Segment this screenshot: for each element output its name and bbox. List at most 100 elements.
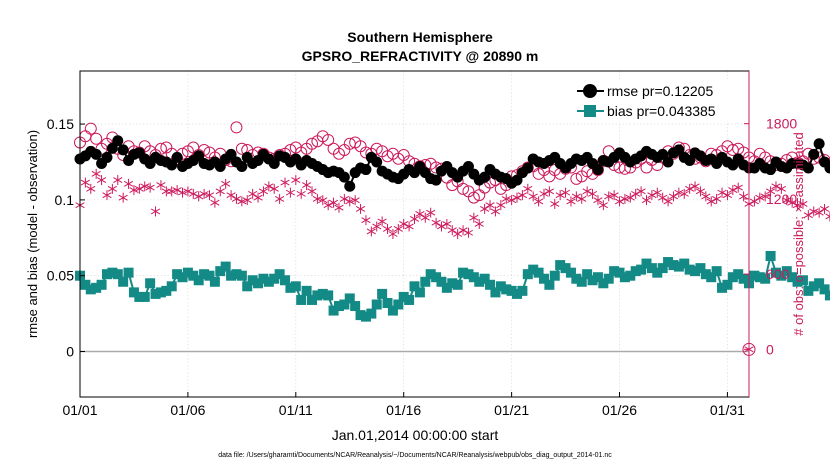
asterisk-stroke xyxy=(625,194,635,201)
bias-point xyxy=(387,305,398,316)
bias-point xyxy=(274,269,285,280)
bias-point xyxy=(684,264,695,275)
asterisk-stroke xyxy=(307,188,317,195)
asterisk-stroke xyxy=(372,223,382,230)
bias-point xyxy=(733,269,744,280)
assimilated-obs-point xyxy=(739,191,749,202)
asterisk-stroke xyxy=(96,177,107,184)
asterisk-stroke xyxy=(717,189,727,196)
rmse-point xyxy=(657,148,669,160)
asterisk-stroke xyxy=(814,209,824,216)
bias-point xyxy=(533,267,544,278)
assimilated-obs-point xyxy=(210,197,220,208)
asterisk-stroke xyxy=(782,197,792,204)
bias-point xyxy=(463,269,474,280)
bias-point xyxy=(673,261,684,272)
assimilated-obs-point xyxy=(275,193,285,204)
assimilated-obs-point xyxy=(544,186,554,197)
assimilated-obs-point xyxy=(177,187,188,198)
bias-point xyxy=(571,273,582,284)
legend-rmse-marker xyxy=(583,84,597,98)
assimilated-obs-point xyxy=(582,186,592,197)
asterisk-stroke xyxy=(755,194,765,201)
assimilated-obs-point xyxy=(782,195,792,206)
asterisk-stroke xyxy=(453,231,463,237)
assimilated-obs-point xyxy=(140,181,150,192)
assimilated-obs-point xyxy=(679,188,689,199)
assimilated-obs-point xyxy=(614,196,625,207)
assimilated-obs-point xyxy=(323,200,333,211)
bias-point xyxy=(506,285,517,296)
assimilated-obs-point xyxy=(393,223,403,234)
bias-point xyxy=(819,284,830,295)
assimilated-obs-point xyxy=(80,177,90,188)
bias-point xyxy=(101,269,112,280)
assimilated-obs-point xyxy=(285,187,296,198)
assimilated-obs-point xyxy=(221,178,231,189)
asterisk-stroke xyxy=(620,195,630,202)
y-tick-label: 0.15 xyxy=(47,116,74,132)
possible-obs-point xyxy=(618,162,631,175)
bias-point xyxy=(636,264,647,275)
bias-point xyxy=(139,291,150,302)
bias-point xyxy=(738,273,749,284)
asterisk-stroke xyxy=(264,183,274,190)
rmse-point xyxy=(371,156,383,168)
assimilated-obs-point xyxy=(123,178,134,189)
bias-point xyxy=(290,281,301,292)
rmse-point xyxy=(117,144,129,156)
asterisk-stroke xyxy=(183,188,193,195)
rmse-point xyxy=(360,164,372,176)
bias-point xyxy=(447,278,458,289)
bias-point xyxy=(808,281,819,292)
y2-tick-label: 1800 xyxy=(766,116,797,132)
asterisk-stroke xyxy=(199,190,209,197)
asterisk-stroke xyxy=(156,182,166,189)
bias-point xyxy=(161,285,172,296)
rmse-point xyxy=(90,148,102,160)
asterisk-stroke xyxy=(631,190,641,197)
asterisk-stroke xyxy=(609,192,619,199)
bias-point xyxy=(479,273,490,284)
bias-point xyxy=(118,276,129,287)
possible-obs-point xyxy=(457,182,470,195)
asterisk-stroke xyxy=(641,197,652,204)
asterisk-stroke xyxy=(301,182,312,189)
y-tick-label: 0.05 xyxy=(47,268,74,284)
asterisk-stroke xyxy=(749,198,759,205)
bias-point xyxy=(150,288,161,299)
asterisk-stroke xyxy=(792,202,803,209)
asterisk-stroke xyxy=(415,211,425,217)
bias-point xyxy=(787,272,798,283)
bias-point xyxy=(85,284,96,295)
asterisk-stroke xyxy=(523,185,533,192)
asterisk-stroke xyxy=(426,209,436,216)
bias-point xyxy=(226,270,237,281)
asterisk-stroke xyxy=(280,179,290,186)
bias-point xyxy=(560,263,571,274)
asterisk-stroke xyxy=(577,195,587,202)
asterisk-stroke xyxy=(399,221,409,227)
assimilated-obs-point xyxy=(620,193,630,204)
bias-point xyxy=(797,275,808,286)
possible-obs-point xyxy=(322,133,335,146)
assimilated-obs-point xyxy=(334,202,344,213)
bias-point xyxy=(96,279,107,290)
rmse-point xyxy=(193,150,205,162)
asterisk-stroke xyxy=(420,214,430,221)
asterisk-stroke xyxy=(318,197,328,204)
asterisk-stroke xyxy=(361,217,371,224)
assimilated-obs-point xyxy=(264,181,274,192)
bias-point xyxy=(501,284,512,295)
assimilated-obs-point xyxy=(458,225,468,236)
bias-point xyxy=(824,290,830,301)
assimilated-obs-point xyxy=(577,193,587,204)
assimilated-obs-point xyxy=(507,195,517,206)
asterisk-stroke xyxy=(474,221,484,227)
x-tick-label: 01/21 xyxy=(494,402,529,418)
assimilated-obs-point xyxy=(463,227,474,238)
bias-point xyxy=(204,270,215,281)
bias-point xyxy=(377,288,388,299)
bias-point xyxy=(619,272,630,283)
axis-layer: 01/01 01/06 01/11 01/16 01/21 01/26 01/31 0 0.05… xyxy=(47,71,797,418)
